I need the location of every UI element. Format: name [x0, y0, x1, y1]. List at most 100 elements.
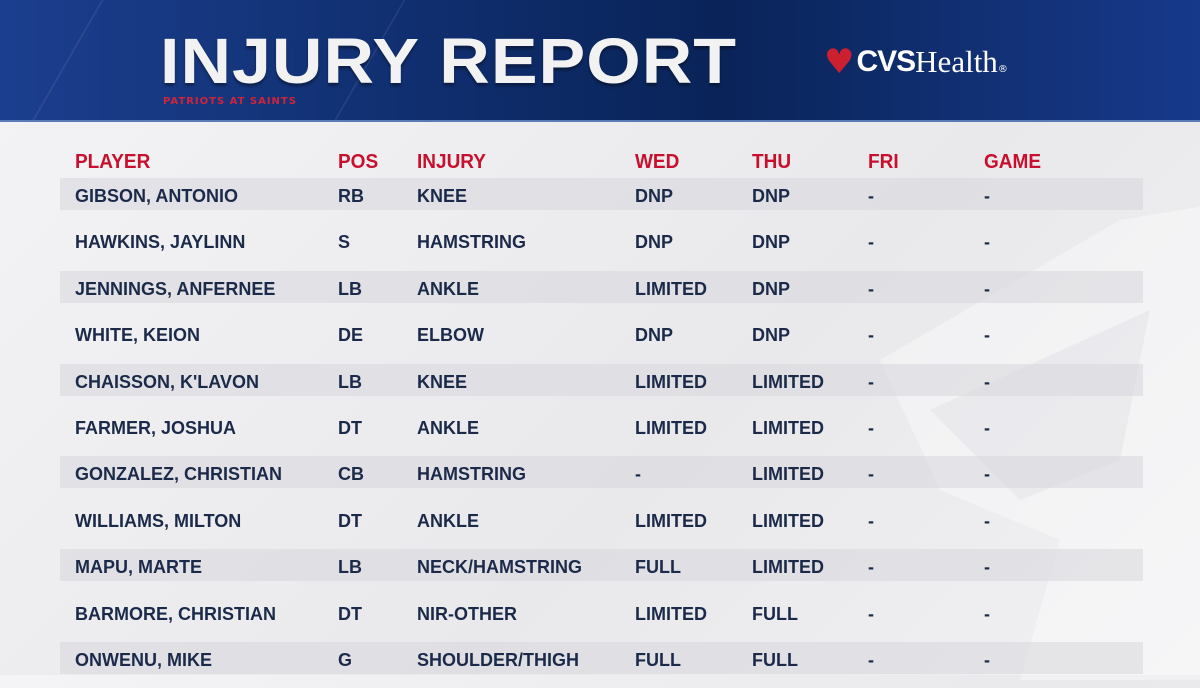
matchup-subtitle: PATRIOTS AT SAINTS — [163, 96, 297, 107]
cell-injury: ANKLE — [417, 510, 479, 531]
cell-thu: DNP — [752, 232, 791, 253]
table-header-row: PLAYER POS INJURY WED THU FRI GAME — [60, 148, 1143, 178]
cell-player: GIBSON, ANTONIO — [75, 186, 239, 206]
cell-pos: G — [338, 649, 353, 670]
column-header-fri: FRI — [868, 151, 899, 174]
cell-wed: FULL — [635, 649, 681, 670]
cell-game: - — [984, 232, 990, 253]
cell-pos: DE — [338, 325, 364, 346]
cell-injury: NECK/HAMSTRING — [417, 557, 582, 578]
cell-thu: LIMITED — [752, 510, 824, 531]
cell-player: MAPU, MARTE — [75, 557, 202, 578]
cell-fri: - — [868, 557, 874, 578]
cell-thu: DNP — [752, 325, 791, 346]
cell-pos: S — [338, 232, 351, 253]
cell-thu: LIMITED — [752, 557, 824, 578]
cell-pos: LB — [338, 278, 362, 299]
cell-injury: ELBOW — [417, 325, 484, 346]
cell-thu: LIMITED — [752, 371, 824, 392]
cell-pos: DT — [338, 417, 362, 438]
cell-game: - — [984, 186, 990, 206]
cell-injury: KNEE — [417, 371, 468, 392]
cell-player: ONWENU, MIKE — [75, 649, 212, 670]
cell-player: WILLIAMS, MILTON — [75, 510, 242, 531]
cell-wed: FULL — [635, 557, 681, 578]
cell-fri: - — [868, 417, 874, 438]
column-header-pos: POS — [338, 151, 379, 174]
cell-injury: HAMSTRING — [417, 232, 526, 253]
cell-fri: - — [868, 649, 874, 670]
cell-thu: DNP — [752, 186, 791, 206]
cell-fri: - — [868, 278, 874, 299]
cell-player: GONZALEZ, CHRISTIAN — [75, 464, 282, 485]
cell-fri: - — [868, 510, 874, 531]
cell-fri: - — [868, 371, 874, 392]
column-header-thu: THU — [752, 151, 792, 174]
sponsor-brand-bold: CVS — [856, 45, 916, 78]
cell-player: HAWKINS, JAYLINN — [75, 232, 246, 253]
cell-thu: LIMITED — [752, 464, 824, 485]
injury-table: PLAYER POS INJURY WED THU FRI GAME GIBSON, ANT… — [60, 148, 1143, 688]
cell-injury: NIR-OTHER — [417, 603, 517, 624]
cell-injury: HAMSTRING — [417, 464, 526, 485]
page-title: INJURY REPORT — [160, 25, 737, 97]
cell-thu: LIMITED — [752, 417, 824, 438]
table-row: ONWENU, MIKE G SHOULDER/THIGH FULL FULL - - — [60, 641, 1143, 674]
cell-player: FARMER, JOSHUA — [75, 417, 237, 438]
table-row: HAWKINS, JAYLINN S HAMSTRING DNP DNP - - — [60, 224, 1143, 256]
cell-wed: LIMITED — [635, 371, 707, 392]
cell-game: - — [984, 278, 990, 299]
cell-game: - — [984, 325, 990, 346]
cell-fri: - — [868, 232, 874, 253]
cell-game: - — [984, 510, 990, 531]
cell-thu: FULL — [752, 649, 798, 670]
cell-game: - — [984, 464, 990, 485]
table-row: JENNINGS, ANFERNEE LB ANKLE LIMITED DNP - - — [60, 270, 1143, 303]
cell-player: JENNINGS, ANFERNEE — [75, 278, 276, 299]
cell-game: - — [984, 649, 990, 670]
heart-icon: ♥ — [824, 42, 855, 82]
cell-injury: ANKLE — [417, 417, 479, 438]
column-header-wed: WED — [635, 151, 680, 174]
table-row: WHITE, KEION DE ELBOW DNP DNP - - — [60, 317, 1143, 349]
cell-pos: LB — [338, 557, 362, 578]
cell-game: - — [984, 371, 990, 392]
cell-thu: DNP — [752, 278, 791, 299]
table-row: GONZALEZ, CHRISTIAN CB HAMSTRING - LIMITED - - — [60, 456, 1143, 489]
cell-pos: RB — [338, 186, 364, 206]
cell-player: CHAISSON, K'LAVON — [75, 371, 259, 392]
cell-pos: DT — [338, 603, 362, 624]
cell-injury: SHOULDER/THIGH — [417, 649, 579, 670]
table-row: BARMORE, CHRISTIAN DT NIR-OTHER LIMITED FULL… — [60, 596, 1143, 628]
column-header-injury: INJURY — [417, 151, 486, 174]
cell-player: WHITE, KEION — [75, 325, 200, 346]
cell-pos: DT — [338, 510, 362, 531]
cell-thu: FULL — [752, 603, 798, 624]
table-row: FARMER, JOSHUA DT ANKLE LIMITED LIMITED - - — [60, 410, 1143, 442]
cell-wed: LIMITED — [635, 278, 707, 299]
cell-wed: LIMITED — [635, 417, 707, 438]
cell-wed: LIMITED — [635, 510, 707, 531]
column-header-player: PLAYER — [75, 151, 151, 174]
cell-wed: DNP — [635, 186, 674, 206]
trademark: ® — [997, 63, 1008, 75]
table-row: CHAISSON, K'LAVON LB KNEE LIMITED LIMITED - - — [60, 363, 1143, 396]
cell-wed: - — [635, 464, 641, 485]
cell-injury: ANKLE — [417, 278, 479, 299]
cell-game: - — [984, 417, 990, 438]
cell-pos: LB — [338, 371, 362, 392]
table-row: GIBSON, ANTONIO RB KNEE DNP DNP - - — [60, 178, 1143, 210]
sponsor-logo: ♥ CVS Health ® — [824, 44, 1008, 80]
column-header-game: GAME — [984, 151, 1041, 174]
cell-player: BARMORE, CHRISTIAN — [75, 603, 276, 624]
cell-fri: - — [868, 186, 874, 206]
table-row: WILLIAMS, MILTON DT ANKLE LIMITED LIMITED - - — [60, 503, 1143, 535]
cell-wed: DNP — [635, 232, 674, 253]
cell-injury: KNEE — [417, 186, 468, 206]
cell-fri: - — [868, 464, 874, 485]
cell-wed: DNP — [635, 325, 674, 346]
cell-pos: CB — [338, 464, 364, 485]
cell-wed: LIMITED — [635, 603, 707, 624]
header-banner: INJURY REPORT PATRIOTS AT SAINTS ♥ CVS H… — [0, 0, 1200, 122]
table-row: MAPU, MARTE LB NECK/HAMSTRING FULL LIMITED - - — [60, 549, 1143, 582]
